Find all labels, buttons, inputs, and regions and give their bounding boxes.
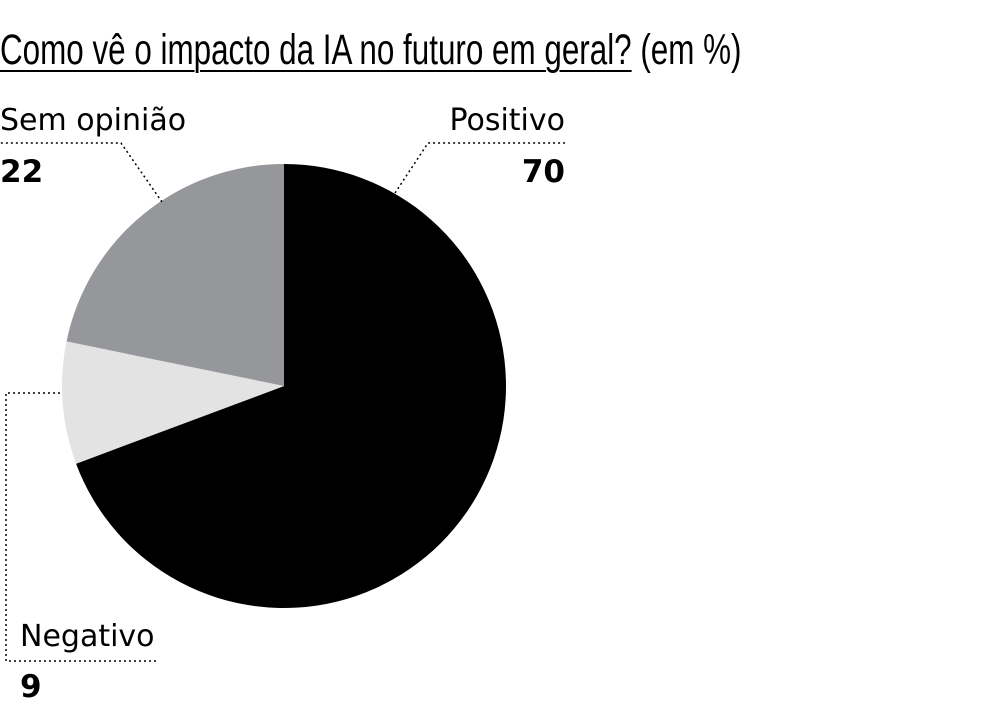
chart-title-unit: (em %): [640, 26, 742, 74]
value-positivo: 70: [521, 154, 565, 190]
leader-line-positivo: [394, 142, 565, 194]
leader-line-negativo: [5, 392, 158, 662]
label-negativo: Negativo: [20, 619, 155, 654]
leader-line-sem-opiniao: [0, 142, 163, 203]
pie-slice-sem-opiniao: [66, 164, 285, 386]
value-sem-opiniao: 22: [0, 154, 44, 190]
pie-slices: [61, 164, 506, 608]
label-sem-opiniao: Sem opinião: [0, 103, 187, 138]
label-positivo: Positivo: [449, 103, 565, 138]
chart-title: Como vê o impacto da IA no futuro em ger…: [0, 22, 742, 78]
pie-slice-negativo: [61, 341, 284, 464]
chart-title-text: Como vê o impacto da IA no futuro em ger…: [0, 26, 632, 74]
leader-lines: [0, 142, 565, 662]
pie-slice-positivo: [76, 164, 506, 608]
value-negativo: 9: [20, 669, 42, 705]
